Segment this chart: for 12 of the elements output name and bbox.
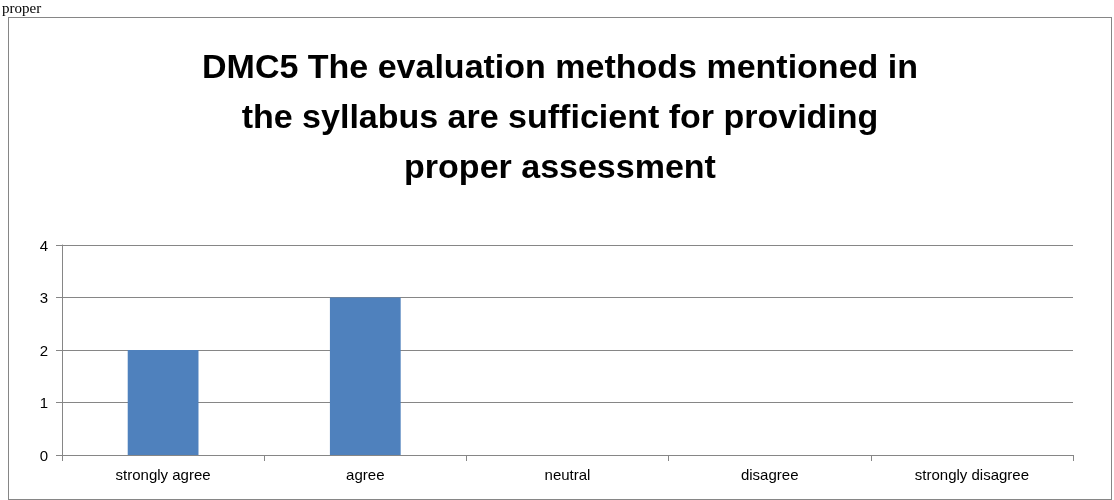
x-tick-label: strongly agree: [115, 466, 211, 483]
x-tick-label: disagree: [740, 466, 799, 483]
y-tick-label: 3: [39, 289, 48, 306]
x-tick-label: neutral: [544, 466, 591, 483]
x-tick-label: agree: [346, 466, 385, 483]
text: proper: [2, 0, 42, 16]
y-tick-label: 2: [39, 341, 48, 359]
y-tick-label: 0: [39, 446, 48, 464]
chart-title: DMC5 The evaluation methods mentioned in the syllabus are sufficient for providing proper assessment: [202, 47, 918, 185]
x-tick-label: strongly disagree: [914, 466, 1030, 483]
y-tick-label: 1: [39, 394, 48, 411]
y-tick-label: 4: [39, 236, 48, 254]
